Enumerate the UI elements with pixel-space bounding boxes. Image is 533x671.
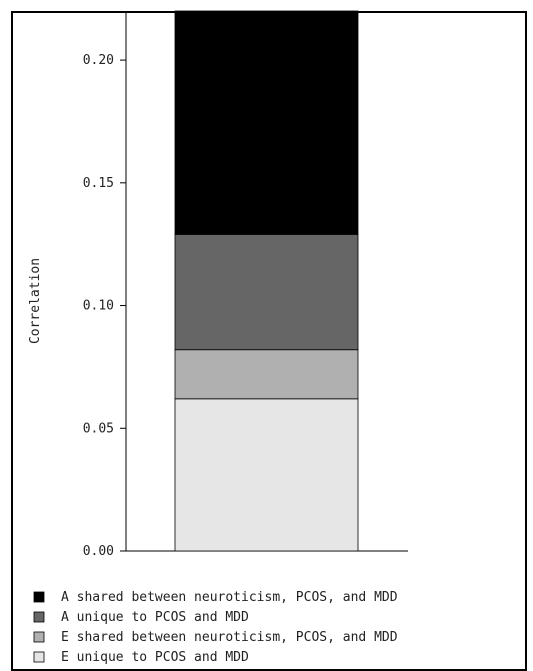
bar-segment — [174, 10, 359, 235]
bar-segments — [174, 10, 359, 552]
bar-segment — [174, 349, 359, 400]
axes: Correlation — [28, 11, 408, 552]
y-tick-label: 0.15 — [83, 176, 114, 191]
bar-segment — [174, 233, 359, 351]
legend-swatch — [33, 631, 45, 643]
y-tick-label: 0.00 — [83, 544, 114, 559]
y-tick-label: 0.05 — [83, 421, 114, 436]
legend: A shared between neuroticism, PCOS, and … — [33, 590, 398, 665]
legend-swatch — [33, 651, 45, 663]
legend-label: A unique to PCOS and MDD — [61, 610, 249, 625]
y-axis-label: Correlation — [28, 258, 43, 344]
legend-label: A shared between neuroticism, PCOS, and … — [61, 590, 398, 605]
y-ticks: 0.00 0.05 0.10 0.15 0.20 — [83, 53, 126, 559]
y-tick-label: 0.20 — [83, 53, 114, 68]
legend-swatch — [33, 611, 45, 623]
legend-label: E unique to PCOS and MDD — [61, 650, 249, 665]
legend-label: E shared between neuroticism, PCOS, and … — [61, 630, 398, 645]
bar-segment — [174, 398, 359, 552]
y-tick-label: 0.10 — [83, 299, 114, 314]
legend-swatch — [33, 591, 45, 603]
